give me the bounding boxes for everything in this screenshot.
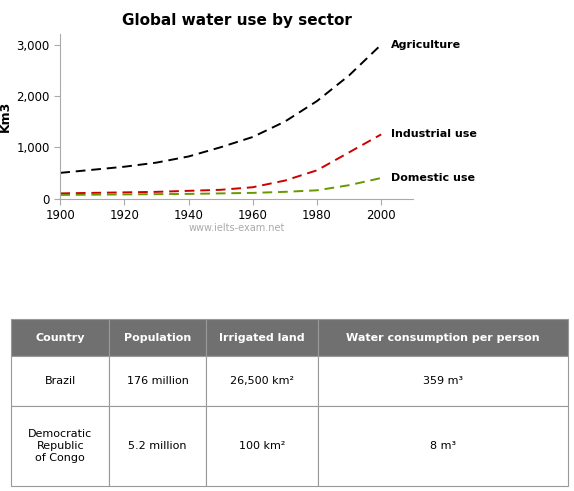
Bar bbox=[318, 319, 568, 356]
Text: Irrigated land: Irrigated land bbox=[219, 332, 305, 343]
Text: Domestic use: Domestic use bbox=[391, 173, 475, 183]
Text: Agriculture: Agriculture bbox=[391, 40, 461, 50]
Text: 359 m³: 359 m³ bbox=[423, 376, 463, 386]
Text: Industrial use: Industrial use bbox=[391, 130, 476, 139]
Bar bbox=[207, 356, 318, 406]
Text: Brazil: Brazil bbox=[45, 376, 76, 386]
Text: Country: Country bbox=[36, 332, 85, 343]
Text: Democratic
Republic
of Congo: Democratic Republic of Congo bbox=[28, 430, 92, 463]
Text: Population: Population bbox=[124, 332, 191, 343]
Title: Global water use by sector: Global water use by sector bbox=[122, 13, 352, 27]
Bar bbox=[109, 356, 207, 406]
Text: 5.2 million: 5.2 million bbox=[129, 441, 187, 451]
Bar bbox=[11, 319, 109, 356]
Bar bbox=[11, 356, 109, 406]
Bar bbox=[207, 319, 318, 356]
Text: Water consumption per person: Water consumption per person bbox=[346, 332, 540, 343]
Bar bbox=[207, 406, 318, 486]
Y-axis label: Km3: Km3 bbox=[0, 101, 12, 132]
Bar bbox=[109, 319, 207, 356]
Bar bbox=[109, 406, 207, 486]
Bar bbox=[11, 406, 109, 486]
Bar bbox=[318, 406, 568, 486]
Text: 8 m³: 8 m³ bbox=[430, 441, 456, 451]
Text: www.ielts-exam.net: www.ielts-exam.net bbox=[189, 223, 285, 233]
Bar bbox=[318, 356, 568, 406]
Text: 176 million: 176 million bbox=[127, 376, 189, 386]
Text: 26,500 km²: 26,500 km² bbox=[230, 376, 294, 386]
Text: 100 km²: 100 km² bbox=[239, 441, 285, 451]
